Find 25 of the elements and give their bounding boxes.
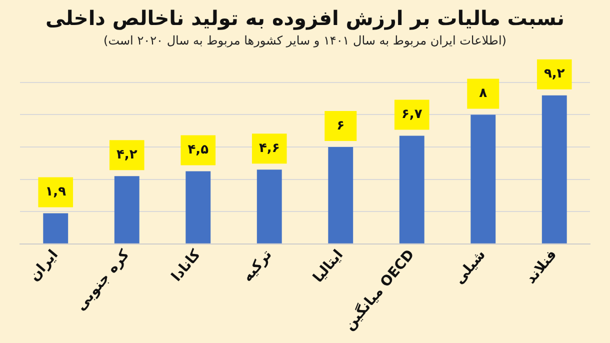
- data-label: ۸: [479, 86, 488, 102]
- x-tick-label: ترکیه: [240, 246, 276, 286]
- x-tick-label: ایران: [26, 246, 62, 284]
- data-label: ۴,۲: [116, 147, 138, 162]
- data-label: ۹,۲: [544, 66, 565, 82]
- chart-subtitle: (اطلاعات ایران مربوط به سال ۱۴۰۱ و سایر کشورها مربوط به سال ۲۰۲۰ است): [104, 33, 506, 48]
- x-tick-label: شیلی: [451, 246, 489, 288]
- x-tick-label: کانادا: [168, 246, 205, 285]
- bar: [542, 95, 567, 244]
- bar: [43, 213, 68, 244]
- data-label: ۱,۹: [45, 184, 66, 200]
- bar: [328, 147, 354, 244]
- data-label: ۴,۵: [188, 142, 209, 158]
- x-tick-label: ایتالیا: [310, 246, 346, 286]
- bar: [186, 171, 211, 244]
- x-tick-label: فنلاند: [522, 246, 560, 287]
- bar: [114, 176, 140, 244]
- data-label: ۶: [336, 118, 345, 134]
- bar: [256, 170, 282, 244]
- x-tick-label: کره جنوبی: [72, 246, 134, 314]
- bar: [399, 136, 424, 244]
- chart-title: نسبت مالیات بر ارزش افزوده به تولید ناخالص داخلی: [46, 6, 564, 30]
- data-label: ۶,۷: [401, 107, 422, 122]
- bar: [470, 114, 496, 244]
- data-label: ۴,۶: [258, 140, 280, 156]
